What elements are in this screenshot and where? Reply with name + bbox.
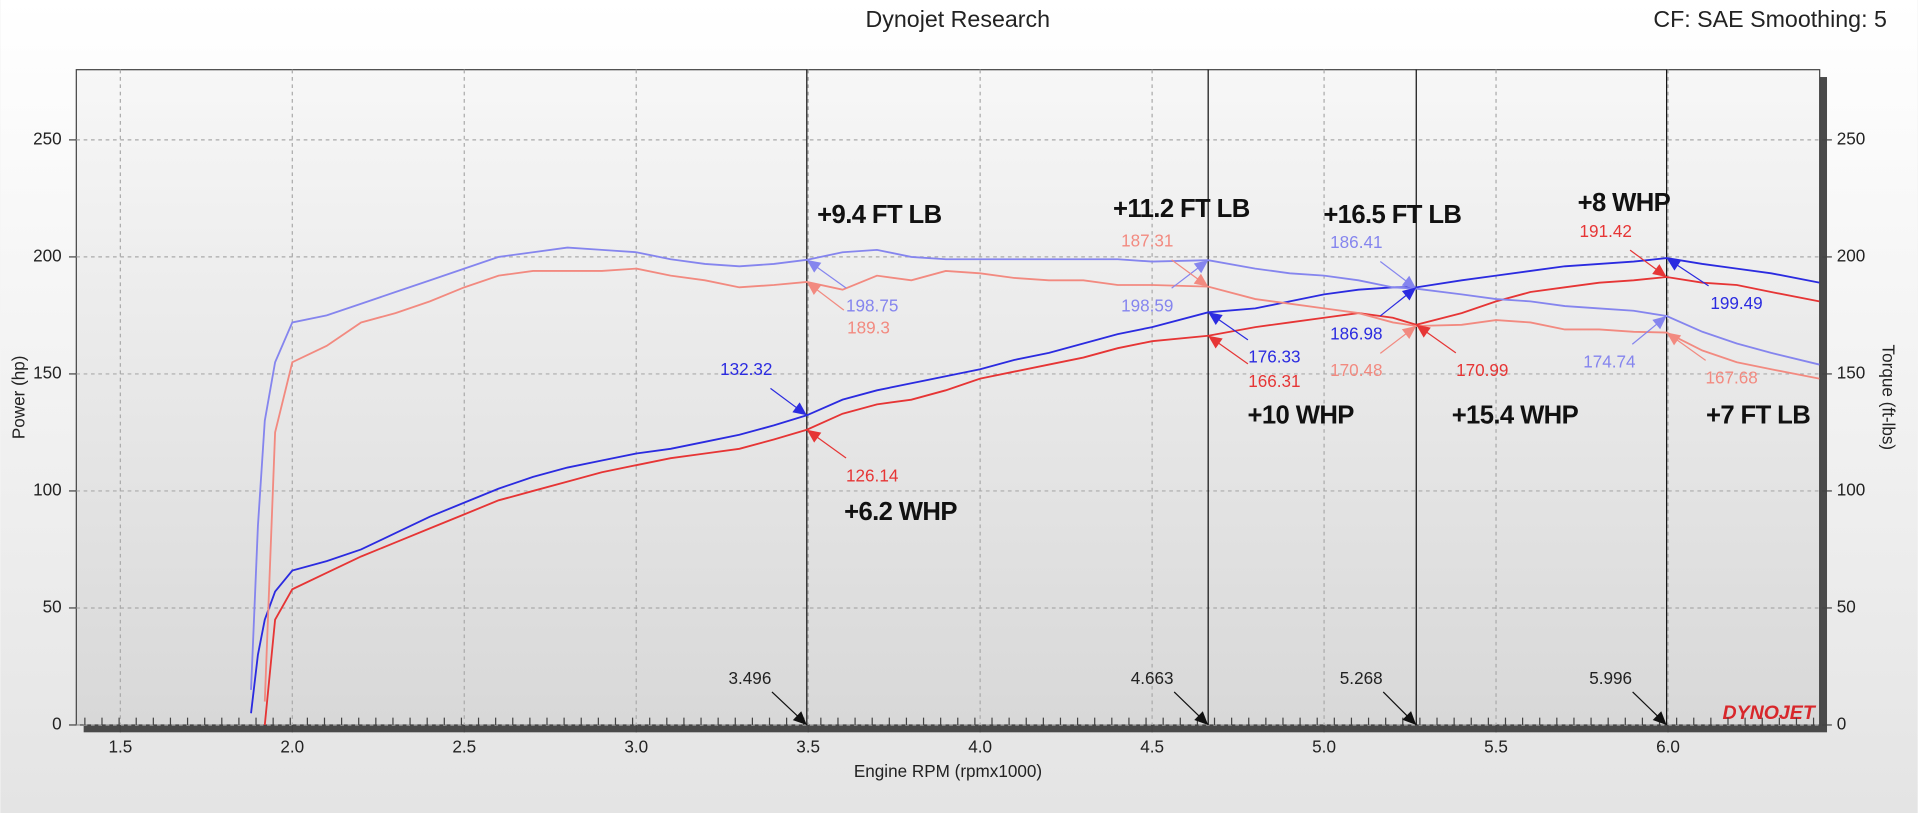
- y-tick-label: 0: [52, 714, 62, 733]
- x-tick-label: 1.5: [108, 738, 132, 757]
- logo: DYNOJET: [1722, 702, 1816, 724]
- annotation: +8 WHP: [1578, 189, 1671, 217]
- cursor-label: 4.663: [1131, 669, 1174, 688]
- cursor-label: 5.268: [1340, 669, 1383, 688]
- data-label: 186.41: [1330, 233, 1382, 252]
- label-arrow-head: [1208, 312, 1223, 325]
- data-label: 126.14: [846, 466, 899, 485]
- chart-title: Dynojet Research: [865, 6, 1050, 32]
- label-arrow-head: [1666, 258, 1682, 271]
- label-arrow-head: [1401, 275, 1417, 289]
- label-arrow-head: [1193, 260, 1209, 274]
- label-arrow-head: [1652, 316, 1667, 330]
- y-tick-label: 200: [33, 246, 62, 265]
- data-label: 199.49: [1710, 294, 1762, 313]
- cursor-label: 3.496: [729, 669, 772, 688]
- cursor-arrow-head: [1402, 711, 1417, 725]
- series-line: [250, 246, 1820, 690]
- label-arrow-head: [1416, 324, 1431, 338]
- x-tick-label: 2.5: [452, 738, 476, 757]
- y2-tick-label: 150: [1837, 363, 1866, 382]
- annotation: +16.5 FT LB: [1323, 201, 1461, 229]
- data-label: 170.48: [1330, 361, 1382, 380]
- plot-area: [75, 69, 1821, 726]
- label-arrow-head: [1401, 287, 1417, 301]
- data-label: 189.3: [847, 318, 890, 337]
- label-arrow-head: [806, 281, 822, 295]
- label-arrow-head: [1401, 325, 1417, 340]
- cursor-arrow-head: [1194, 711, 1209, 725]
- label-arrow-head: [1652, 264, 1667, 277]
- x-tick-label: 5.0: [1312, 738, 1336, 757]
- data-label: 198.75: [846, 296, 898, 315]
- y2-tick-label: 250: [1837, 129, 1866, 148]
- data-label: 176.33: [1248, 348, 1300, 367]
- x-tick-label: 5.5: [1484, 738, 1508, 757]
- data-label: 187.31: [1121, 232, 1173, 251]
- y2-axis-label: Torque (ft-lbs): [1878, 345, 1897, 451]
- y-tick-label: 50: [43, 597, 62, 616]
- data-label: 174.74: [1583, 353, 1636, 372]
- y2-tick-label: 0: [1837, 714, 1847, 733]
- label-arrow-head: [806, 429, 822, 443]
- annotation: +9.4 FT LB: [817, 201, 941, 229]
- cursor-arrow-head: [1652, 711, 1667, 725]
- series-line: [250, 257, 1820, 714]
- cursor-arrow-head: [792, 711, 807, 725]
- data-label: 132.32: [720, 360, 772, 379]
- series-line: [263, 276, 1820, 726]
- x-tick-label: 3.0: [624, 738, 648, 757]
- data-label: 198.59: [1121, 296, 1173, 315]
- x-tick-label: 2.0: [280, 738, 304, 757]
- data-label: 191.42: [1580, 222, 1632, 241]
- label-arrow-head: [792, 402, 807, 416]
- data-label: 166.31: [1248, 372, 1300, 391]
- cursor-label: 5.996: [1589, 669, 1632, 688]
- label-arrow-head: [806, 259, 822, 273]
- label-arrow-head: [1193, 273, 1209, 287]
- data-label: 167.68: [1705, 369, 1757, 388]
- y-tick-label: 150: [33, 363, 62, 382]
- data-label: 170.99: [1456, 361, 1508, 380]
- x-tick-label: 3.5: [796, 738, 820, 757]
- annotation: +11.2 FT LB: [1113, 195, 1250, 223]
- data-label: 186.98: [1330, 324, 1382, 343]
- x-tick-label: 6.0: [1656, 738, 1680, 757]
- x-tick-label: 4.5: [1140, 738, 1164, 757]
- annotation: +10 WHP: [1248, 402, 1355, 430]
- annotation: +7 FT LB: [1706, 402, 1810, 430]
- y-axis-label: Power (hp): [10, 355, 29, 439]
- chart-subtitle: CF: SAE Smoothing: 5: [1653, 6, 1887, 32]
- label-arrow-head: [1666, 332, 1682, 346]
- annotation: +15.4 WHP: [1452, 402, 1579, 430]
- x-tick-label: 4.0: [968, 738, 992, 757]
- y-tick-label: 100: [33, 480, 62, 499]
- y-tick-label: 250: [33, 129, 62, 148]
- y2-tick-label: 200: [1837, 246, 1866, 265]
- y2-tick-label: 100: [1837, 480, 1866, 499]
- x-axis-label: Engine RPM (rpmx1000): [854, 762, 1042, 781]
- series-line: [263, 267, 1820, 702]
- label-arrow-head: [1208, 335, 1223, 349]
- y2-tick-label: 50: [1837, 597, 1856, 616]
- annotation: +6.2 WHP: [844, 498, 957, 526]
